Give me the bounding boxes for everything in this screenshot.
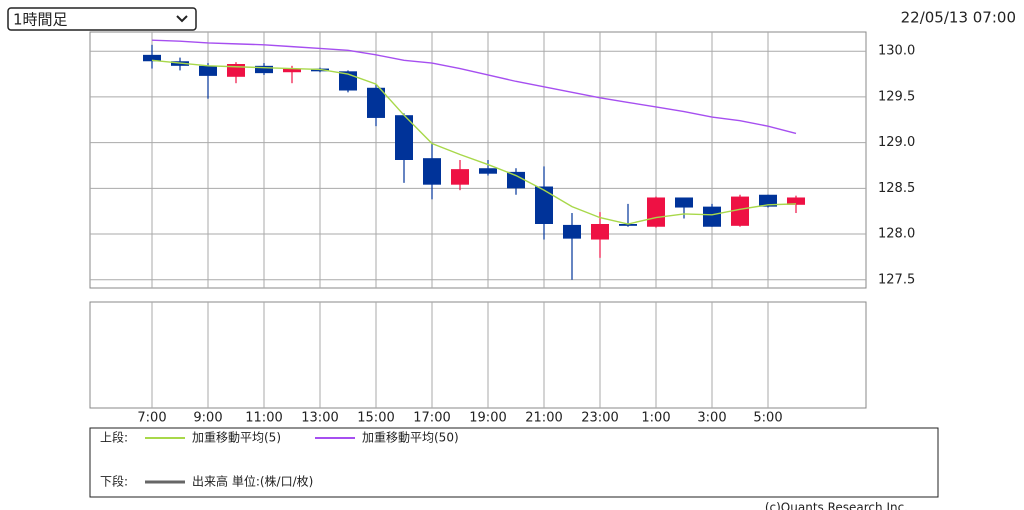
legend-lower-label: 下段: bbox=[100, 474, 128, 489]
candle-body bbox=[535, 186, 553, 224]
legend-entry: 加重移動平均(50) bbox=[362, 431, 459, 445]
candle-body bbox=[451, 169, 469, 185]
candle-body bbox=[367, 87, 385, 118]
candle-body bbox=[479, 168, 497, 174]
y-tick-label: 128.0 bbox=[878, 227, 915, 242]
x-tick-label: 19:00 bbox=[469, 411, 506, 426]
timestamp: 22/05/13 07:00 bbox=[901, 9, 1016, 27]
y-tick-label: 128.5 bbox=[878, 181, 915, 196]
x-tick-label: 15:00 bbox=[357, 411, 394, 426]
footer: (c)Quants Research Inc. bbox=[765, 501, 908, 510]
y-tick-label: 129.5 bbox=[878, 89, 915, 104]
candle-body bbox=[563, 224, 581, 239]
x-tick-label: 21:00 bbox=[525, 411, 562, 426]
select-chevron[interactable] bbox=[176, 15, 188, 23]
x-tick-label: 13:00 bbox=[301, 411, 338, 426]
candle-body bbox=[199, 65, 217, 76]
x-tick-label: 23:00 bbox=[581, 411, 618, 426]
x-tick-label: 9:00 bbox=[193, 411, 222, 426]
legend-entry: 加重移動平均(5) bbox=[192, 431, 281, 445]
upper-panel bbox=[89, 31, 867, 289]
candle-body bbox=[787, 197, 805, 205]
ma-line bbox=[151, 59, 797, 225]
candle-body bbox=[143, 54, 161, 62]
candle-body bbox=[703, 206, 721, 227]
lower-panel bbox=[89, 301, 867, 409]
ma-line bbox=[151, 39, 797, 135]
candle-body bbox=[591, 224, 609, 240]
candle-body bbox=[395, 115, 413, 160]
candle-body bbox=[283, 68, 301, 73]
x-tick-label: 3:00 bbox=[697, 411, 726, 426]
x-tick-label: 17:00 bbox=[413, 411, 450, 426]
x-tick-label: 11:00 bbox=[245, 411, 282, 426]
x-tick-label: 7:00 bbox=[137, 411, 166, 426]
candle-body bbox=[675, 197, 693, 208]
legend-entry: 出来高 単位:(株/口/枚) bbox=[192, 474, 313, 489]
y-tick-label: 127.5 bbox=[878, 272, 915, 287]
x-tick-label: 1:00 bbox=[641, 411, 670, 426]
y-tick-label: 130.0 bbox=[878, 44, 915, 59]
x-tick-label: 5:00 bbox=[753, 411, 782, 426]
candle-body bbox=[759, 194, 777, 207]
candle-body bbox=[507, 171, 525, 189]
y-tick-label: 129.0 bbox=[878, 135, 915, 150]
select-text[interactable]: 1時間足 bbox=[13, 11, 68, 29]
candle-body bbox=[619, 224, 637, 226]
candle-body bbox=[423, 158, 441, 185]
candle-body bbox=[731, 196, 749, 226]
timeframe-select[interactable]: 1時間足 bbox=[7, 7, 197, 31]
candle-body bbox=[647, 197, 665, 227]
legend-upper-label: 上段: bbox=[100, 430, 128, 445]
legend-box bbox=[89, 427, 939, 498]
candle-body bbox=[255, 65, 273, 74]
select-box[interactable] bbox=[7, 7, 197, 31]
